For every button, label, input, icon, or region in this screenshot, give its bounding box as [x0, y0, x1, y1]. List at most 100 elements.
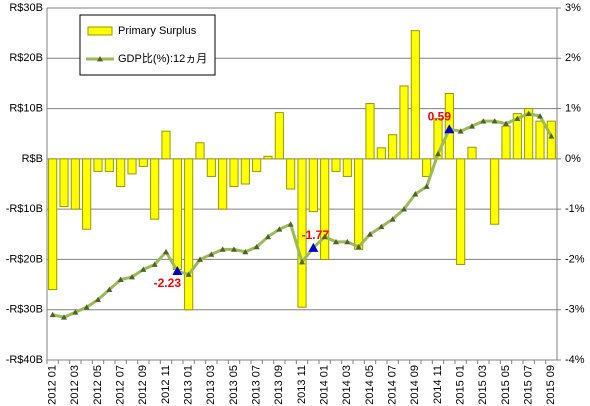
- marker: [355, 243, 362, 250]
- x-tick-label: 2014 07: [387, 365, 399, 405]
- legend-label: Primary Surplus: [118, 25, 197, 37]
- y-tick-label: R$30B: [9, 2, 43, 14]
- y-tick-label: -R$10B: [6, 203, 43, 215]
- bar: [104, 158, 114, 172]
- bar: [297, 158, 307, 308]
- y-tick-label: R$B: [22, 153, 43, 165]
- y-tick-label: R$10B: [9, 102, 43, 114]
- marker: [106, 286, 113, 292]
- x-tick-label: 2012 11: [160, 365, 172, 404]
- bar: [240, 158, 250, 185]
- bar: [535, 120, 545, 160]
- marker: [457, 128, 464, 134]
- y-tick-label: R$20B: [9, 52, 43, 64]
- marker: [525, 110, 532, 116]
- bar: [138, 158, 148, 167]
- marker: [435, 150, 441, 157]
- marker: [287, 221, 294, 227]
- x-tick-label: 2012 03: [69, 365, 81, 405]
- bar: [70, 158, 80, 210]
- bar: [127, 158, 137, 175]
- bar: [342, 158, 352, 177]
- marker: [299, 258, 305, 265]
- marker: [172, 265, 183, 275]
- bar: [376, 147, 386, 160]
- marker: [308, 242, 319, 252]
- bar: [490, 158, 500, 225]
- bar: [274, 112, 284, 160]
- marker: [503, 120, 509, 127]
- bar: [48, 158, 58, 291]
- marker: [333, 238, 339, 245]
- bar: [82, 158, 92, 230]
- legend-box: [79, 14, 216, 76]
- y2-tick-label: -3%: [565, 304, 585, 316]
- y2-tick-label: -2%: [565, 253, 585, 265]
- y2-tick-label: 0%: [565, 153, 581, 165]
- marker: [242, 248, 249, 255]
- x-tick-label: 2015 05: [500, 365, 512, 405]
- bar: [433, 118, 443, 160]
- marker: [265, 233, 271, 240]
- y-tick-label: -R$30B: [6, 304, 43, 316]
- bar: [422, 158, 432, 177]
- bar: [501, 125, 511, 160]
- bar: [320, 158, 330, 260]
- x-tick-label: 2014 09: [409, 365, 421, 405]
- x-tick-label: 2014 11: [432, 365, 444, 404]
- bar: [195, 142, 205, 160]
- bar: [172, 158, 182, 270]
- bar: [331, 158, 341, 172]
- bar: [456, 158, 466, 265]
- bar: [116, 158, 126, 188]
- marker: [321, 233, 328, 240]
- bar: [365, 103, 375, 160]
- x-tick-label: 2014 03: [341, 365, 353, 405]
- y2-tick-label: -4%: [565, 354, 585, 366]
- y2-tick-label: 3%: [565, 2, 581, 14]
- marker: [253, 243, 260, 250]
- marker: [49, 311, 56, 318]
- x-tick-label: 2012 09: [137, 365, 149, 405]
- bar: [229, 158, 239, 188]
- x-tick-label: 2015 03: [477, 365, 489, 405]
- marker: [72, 309, 79, 315]
- bar: [354, 158, 364, 250]
- data-label: 0.59: [428, 109, 452, 123]
- x-tick-label: 2012 01: [47, 365, 59, 405]
- marker: [537, 113, 543, 119]
- marker: [117, 276, 124, 282]
- y2-tick-label: -1%: [565, 203, 585, 215]
- marker: [344, 238, 351, 245]
- marker: [469, 123, 475, 129]
- legend-label: GDP比(%):12ヵ月: [118, 52, 207, 65]
- legend-swatch: [87, 26, 113, 36]
- bar: [286, 158, 296, 190]
- x-tick-label: 2015 01: [455, 365, 467, 405]
- x-tick-label: 2013 03: [205, 365, 217, 405]
- bar: [150, 158, 160, 220]
- marker: [140, 266, 147, 272]
- marker: [389, 216, 396, 222]
- x-tick-label: 2014 05: [364, 365, 376, 405]
- marker: [83, 304, 90, 310]
- marker: [219, 246, 226, 252]
- y-tick-label: -R$40B: [6, 354, 43, 366]
- y2-tick-label: 2%: [565, 52, 581, 64]
- x-tick-label: 2012 05: [92, 365, 104, 405]
- marker: [444, 124, 455, 134]
- marker: [367, 231, 373, 237]
- bar: [218, 158, 228, 210]
- x-tick-label: 2012 07: [115, 365, 127, 405]
- bar: [263, 155, 273, 160]
- marker: [401, 206, 407, 212]
- x-tick-label: 2015 09: [545, 365, 557, 405]
- bar: [546, 120, 556, 160]
- marker: [129, 274, 135, 280]
- marker: [95, 296, 101, 303]
- y-tick-label: -R$20B: [6, 253, 43, 265]
- bar: [184, 158, 194, 311]
- marker: [163, 248, 169, 255]
- x-tick-label: 2015 07: [523, 365, 535, 405]
